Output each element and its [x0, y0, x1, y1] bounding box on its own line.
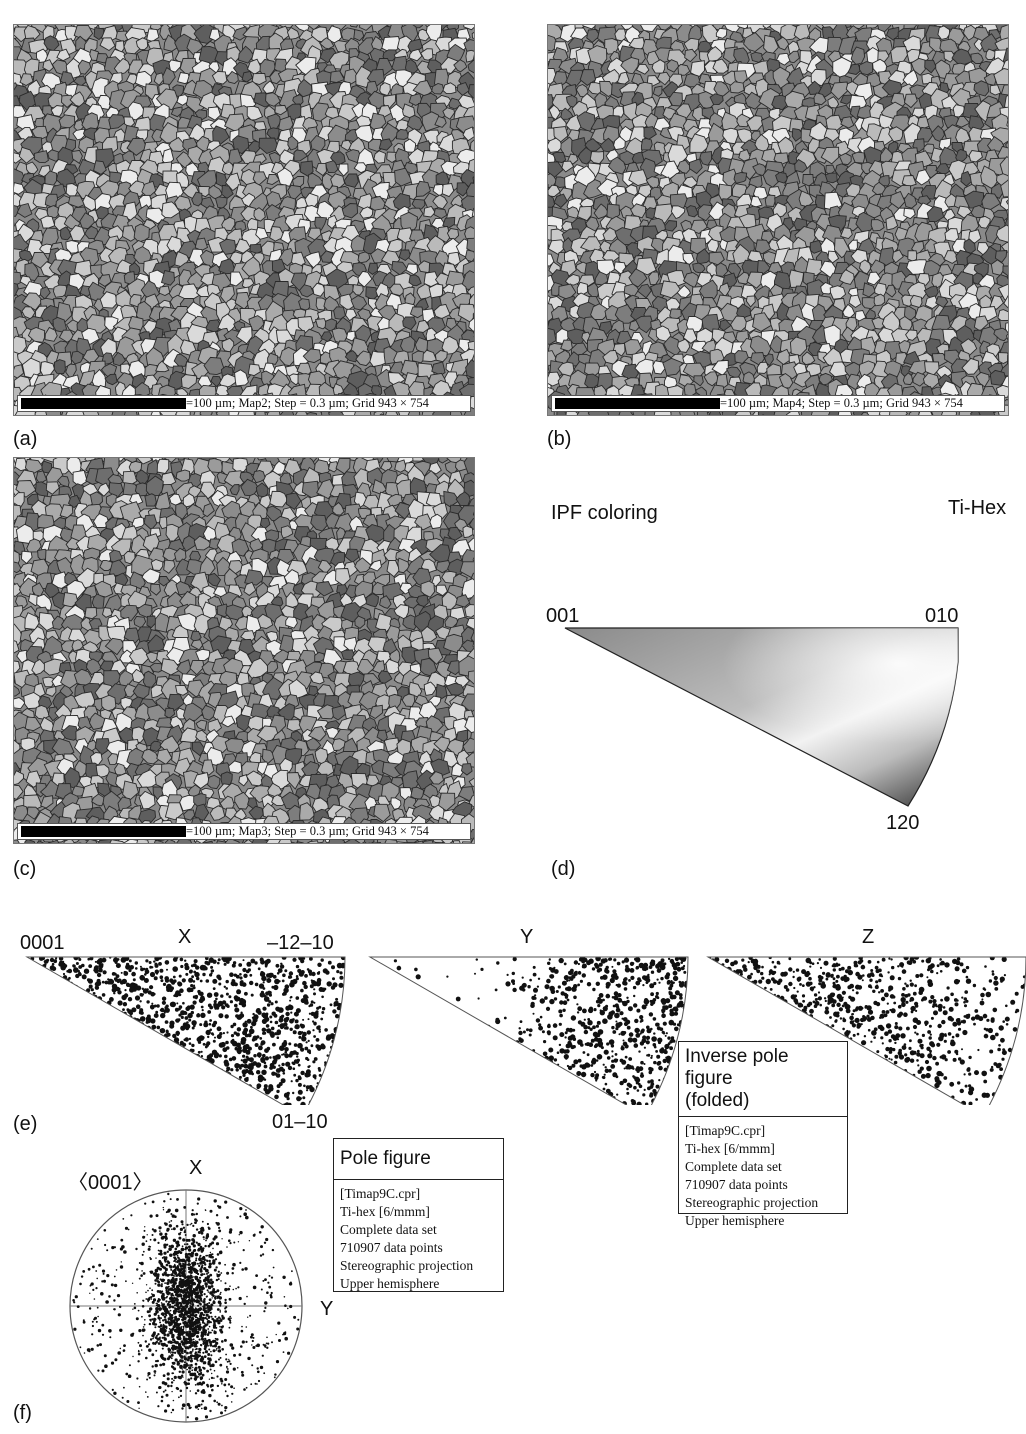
inverse-pole-figure-x [25, 956, 346, 1105]
ipf-info-title: Inverse pole figure (folded) [679, 1042, 847, 1117]
ipf-corner-010: 010 [925, 605, 959, 627]
ipf-e-axis-z: Z [862, 926, 875, 948]
scale-text-a: =100 µm; Map2; Step = 0.3 µm; Grid 943 ×… [186, 396, 429, 410]
pole-figure-axis-y: Y [320, 1298, 334, 1320]
panel-label-c: (c) [13, 858, 37, 880]
ipf-info-line: Complete data set [685, 1159, 782, 1174]
ipf-e-axis-x: X [178, 926, 192, 948]
scale-bar-black-b [555, 398, 720, 409]
pole-info-line: [Timap9C.cpr] [340, 1186, 421, 1201]
ipf-coloring-title: IPF coloring [551, 502, 658, 524]
pole-info-line: Ti-hex [6/mmm] [340, 1204, 430, 1219]
grain-map-b [548, 25, 1008, 415]
ipf-info-title-line2: (folded) [685, 1090, 750, 1111]
pole-figure-info-box: Pole figure [Timap9C.cpr] Ti-hex [6/mmm]… [333, 1138, 504, 1292]
panel-label-f: (f) [13, 1402, 32, 1424]
ebsd-map-a: =100 µm; Map2; Step = 0.3 µm; Grid 943 ×… [13, 24, 475, 416]
inverse-pole-figure-y [368, 956, 689, 1105]
pole-figure-0001 [69, 1189, 303, 1423]
pole-info-line: Upper hemisphere [340, 1276, 440, 1291]
ipf-info-box: Inverse pole figure (folded) [Timap9C.cp… [678, 1041, 848, 1228]
scale-text-b: =100 µm; Map4; Step = 0.3 µm; Grid 943 ×… [720, 396, 963, 410]
panel-label-b: (b) [547, 428, 572, 450]
ipf-info-line: Stereographic projection [685, 1195, 819, 1210]
scale-bar-black-a [21, 398, 186, 409]
pole-info-line: Complete data set [340, 1222, 437, 1237]
scale-bar-a: =100 µm; Map2; Step = 0.3 µm; Grid 943 ×… [17, 395, 471, 412]
scale-bar-black-c [21, 826, 186, 837]
ebsd-map-b: =100 µm; Map4; Step = 0.3 µm; Grid 943 ×… [547, 24, 1009, 416]
ipf-e-axis-y: Y [520, 926, 534, 948]
pole-label-0001: 〈0001〉 [68, 1172, 153, 1194]
ipf-info-line: 710907 data points [685, 1177, 788, 1192]
scale-bar-c: =100 µm; Map3; Step = 0.3 µm; Grid 943 ×… [17, 823, 471, 840]
panel-label-d: (d) [551, 858, 576, 880]
ipf-info-line: Ti-hex [6/mmm] [685, 1141, 775, 1156]
scale-text-c: =100 µm; Map3; Step = 0.3 µm; Grid 943 ×… [186, 824, 429, 838]
ipf-info-title-line1: Inverse pole figure [685, 1046, 789, 1089]
panel-label-a: (a) [13, 428, 38, 450]
scale-bar-b: =100 µm; Map4; Step = 0.3 µm; Grid 943 ×… [551, 395, 1005, 412]
pole-figure-axis-x: X [189, 1157, 203, 1179]
ipf-corner-120: 120 [886, 812, 920, 834]
pole-info-line: 710907 data points [340, 1240, 443, 1255]
ebsd-map-c: =100 µm; Map3; Step = 0.3 µm; Grid 943 ×… [13, 457, 475, 844]
ipf-info-line: Upper hemisphere [685, 1213, 785, 1228]
panel-label-e: (e) [13, 1113, 38, 1135]
pole-figure-info-title: Pole figure [334, 1139, 503, 1180]
grain-map-a [14, 25, 474, 415]
ipf-e-corner-01m10: 01–10 [272, 1111, 328, 1133]
ipf-e-corner-0001: 0001 [20, 932, 65, 954]
phase-name: Ti-Hex [948, 497, 1007, 519]
pole-info-line: Stereographic projection [340, 1258, 474, 1273]
ipf-color-key [564, 627, 959, 807]
ipf-info-line: [Timap9C.cpr] [685, 1123, 766, 1138]
ipf-corner-001: 001 [546, 605, 580, 627]
ipf-e-corner-m12m10: –12–10 [267, 932, 334, 954]
grain-map-c [14, 458, 474, 843]
